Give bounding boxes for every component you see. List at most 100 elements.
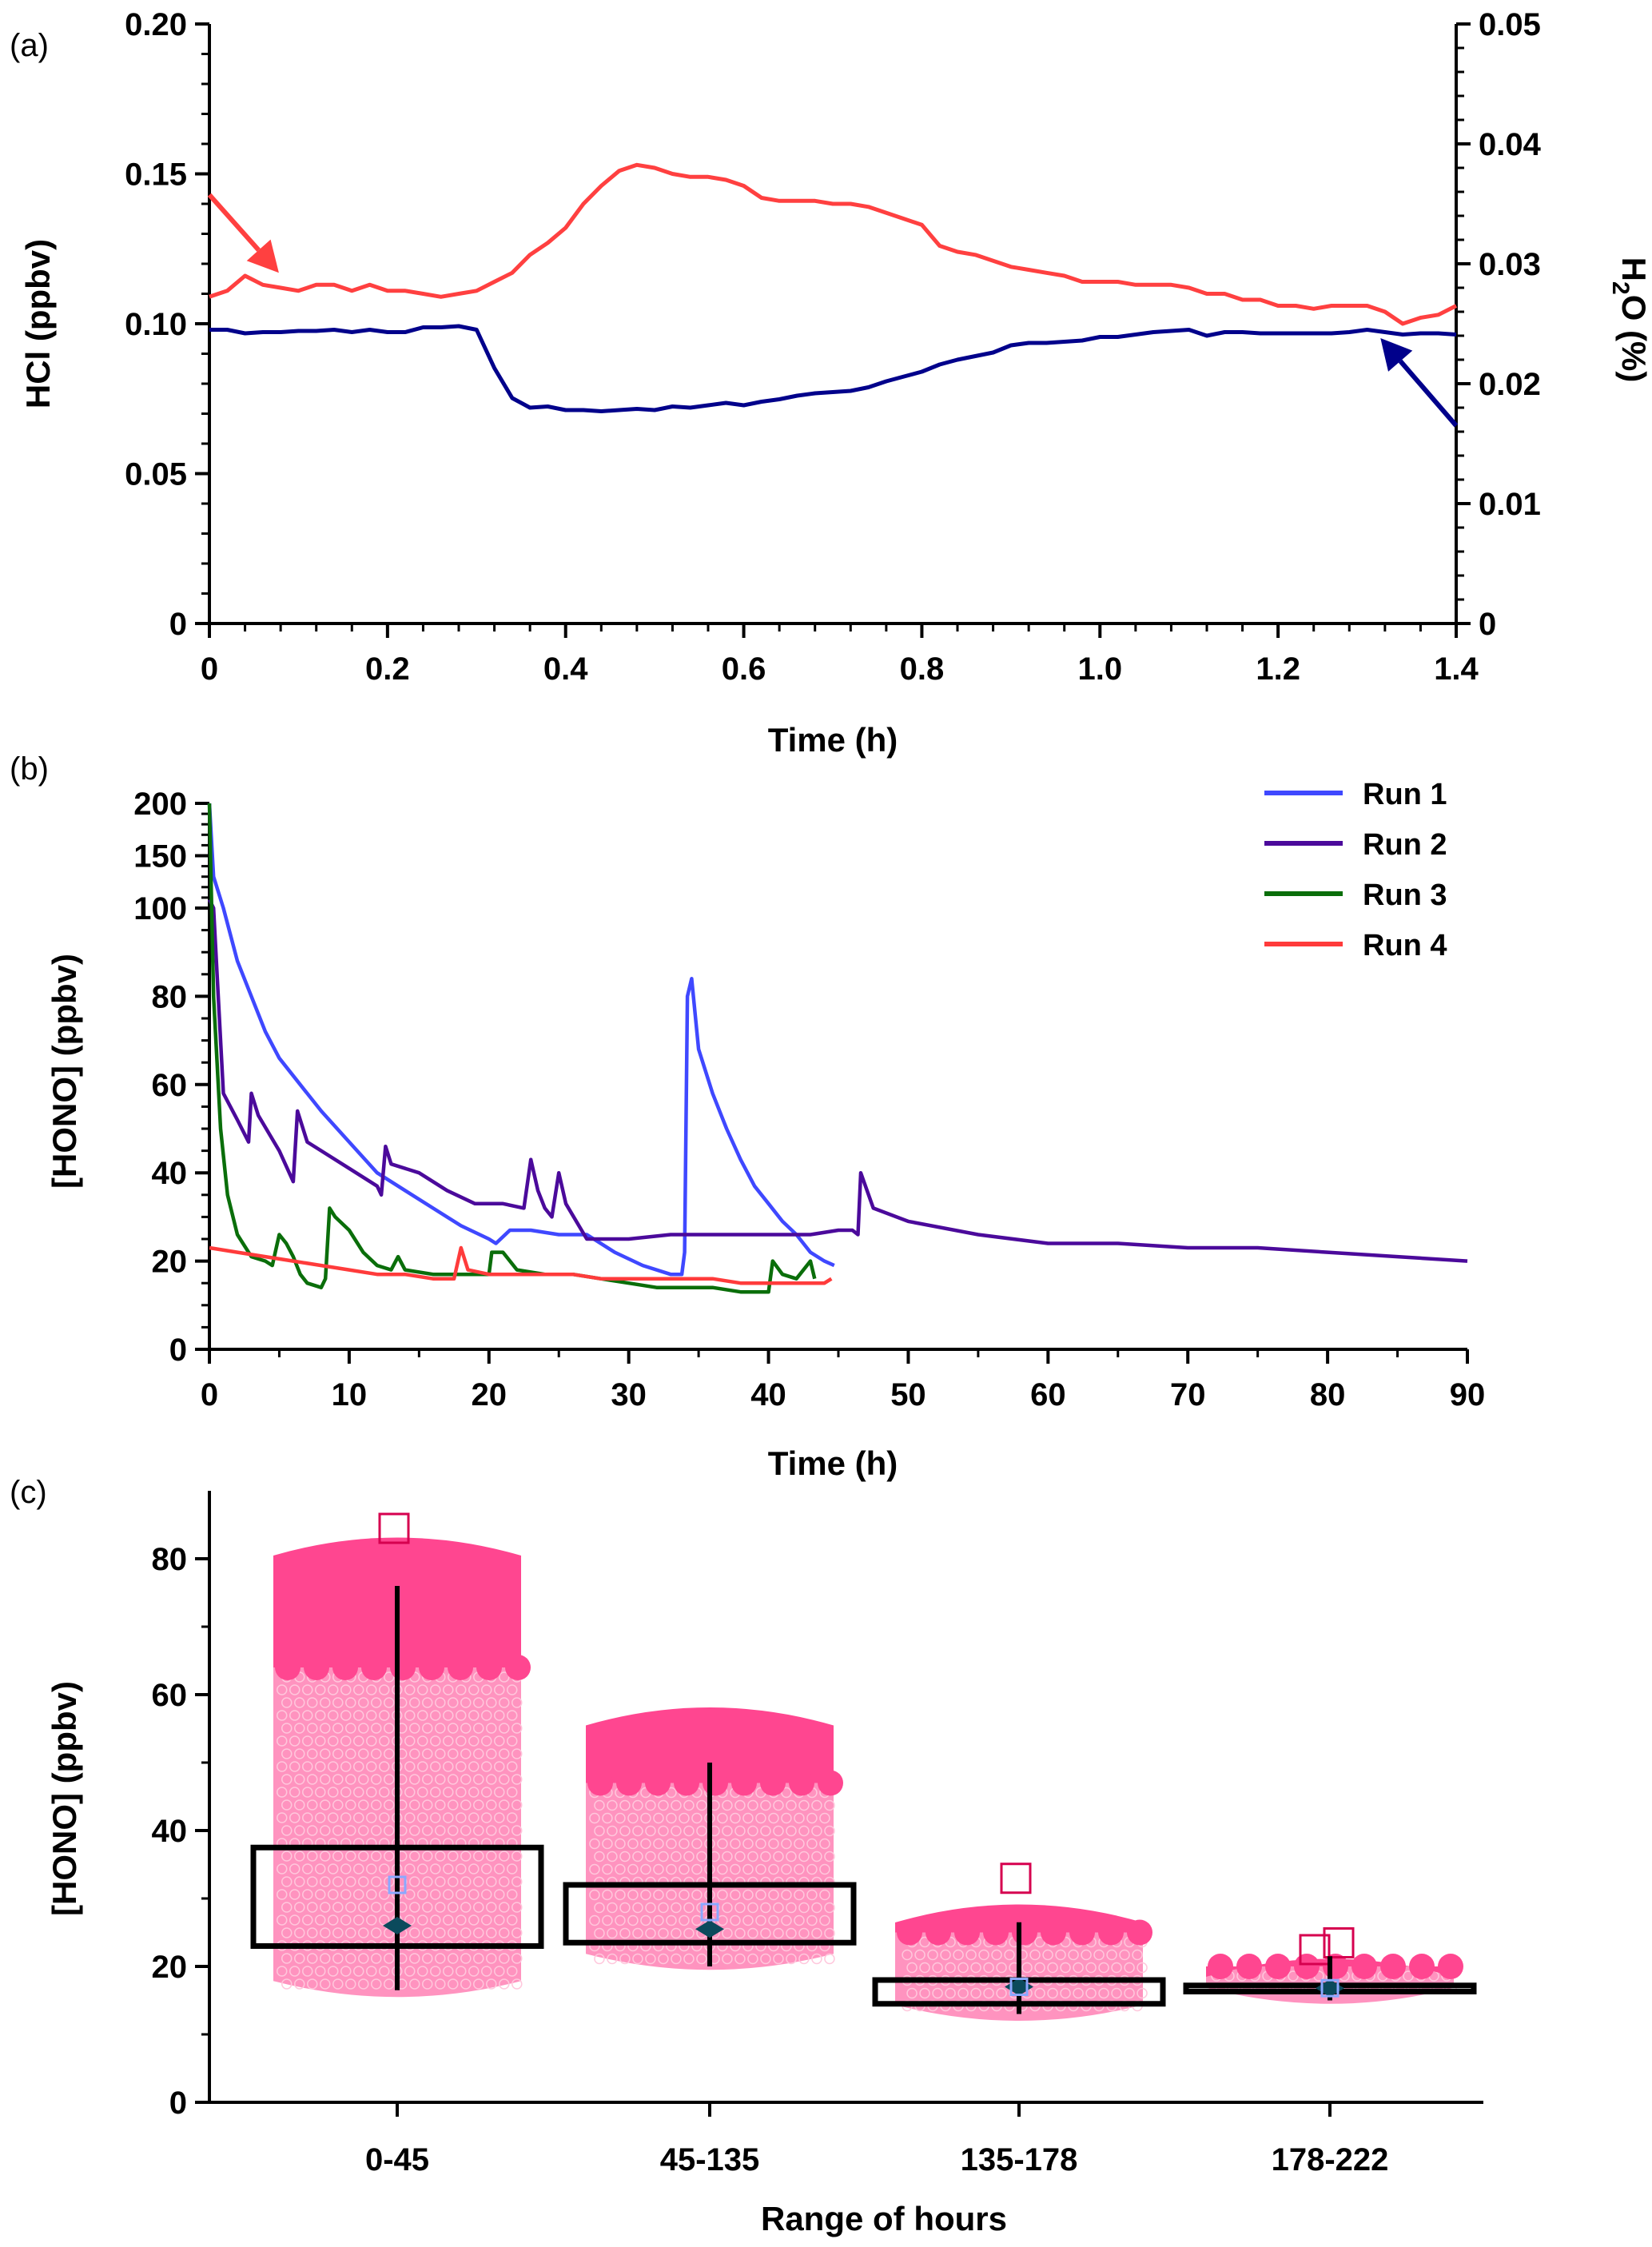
c-data-point-open [435, 1774, 446, 1785]
c-data-point-open [760, 1953, 771, 1965]
c-data-point-open [281, 1748, 293, 1759]
c-data-point-open [473, 1927, 484, 1938]
c-data-point-open [615, 1914, 626, 1926]
c-data-point-open [632, 1953, 643, 1965]
c-data-point-open [468, 1889, 480, 1900]
c-data-point-open [289, 1684, 301, 1695]
c-data-point-open [409, 1697, 420, 1708]
c-data-point-open [991, 1949, 1002, 1961]
c-data-point-open [289, 1812, 301, 1823]
c-data-point-open [456, 1966, 467, 1977]
c-data-point-open [1060, 1962, 1071, 1974]
a-xtick-label: 1.0 [1077, 651, 1122, 687]
c-data-point-open [666, 1787, 677, 1799]
c-data-point-open [819, 1914, 830, 1926]
c-data-point-open [460, 1697, 472, 1708]
c-data-point-open [919, 1987, 930, 1999]
c-data-point-open [332, 1825, 344, 1836]
c-data-point-open [494, 1735, 505, 1747]
c-data-point-open [315, 1710, 326, 1721]
c-data-point-open [435, 1825, 446, 1836]
c-data-point-open [371, 1851, 382, 1862]
c-data-point-open [970, 1987, 981, 1999]
b-legend-label: Run 3 [1363, 878, 1447, 912]
c-data-point-open [773, 1825, 784, 1837]
a-ytick-label: 0 [169, 607, 187, 642]
c-data-point-open [340, 1889, 352, 1900]
c-data-point-open [914, 1949, 926, 1961]
c-data-point-open [499, 1825, 510, 1836]
c-data-point-open [512, 1799, 523, 1811]
c-data-point-open [358, 1774, 369, 1785]
c-data-point-solid [760, 1770, 786, 1796]
c-data-point-open [507, 1684, 518, 1695]
c-data-point-open [281, 1825, 293, 1836]
c-data-point-open [379, 1889, 390, 1900]
c-data-point-solid [926, 1919, 951, 1946]
c-data-point-open [619, 1902, 631, 1914]
c-data-point-open [507, 1812, 518, 1823]
c-data-point-open [332, 1978, 344, 1990]
c-data-point-open [448, 1953, 459, 1964]
c-data-point-open [594, 1825, 605, 1837]
c-data-point-open [315, 1863, 326, 1874]
c-data-point-open [277, 1863, 288, 1874]
c-data-point-open [1124, 1962, 1135, 1974]
c-data-point-open [384, 1671, 395, 1683]
c-data-point-open [371, 1723, 382, 1734]
c-data-point-open [953, 1949, 964, 1961]
c-data-point-open [512, 1748, 523, 1759]
c-data-point-open [806, 1889, 818, 1901]
c-data-point-open [602, 1863, 613, 1875]
c-data-point-open [473, 1697, 484, 1708]
c-data-point-open [315, 1889, 326, 1900]
c-data-point-open [384, 1851, 395, 1862]
c-data-point-open [281, 1902, 293, 1913]
c-data-point-open [722, 1851, 733, 1863]
c-data-point-open [320, 1902, 331, 1913]
c-data-point-open [755, 1863, 766, 1875]
c-data-point-open [456, 1735, 467, 1747]
c-ytick-label: 40 [152, 1814, 188, 1849]
c-data-point-open [448, 1748, 459, 1759]
c-data-point-open [607, 1927, 618, 1939]
c-data-point-open [507, 1710, 518, 1721]
c-data-point-open [1073, 1987, 1084, 1999]
c-data-point-open [443, 1812, 454, 1823]
b-xtick-label: 60 [1030, 1377, 1066, 1412]
a-ytick-label: 0.20 [125, 7, 187, 42]
c-data-point-open [811, 1851, 822, 1863]
c-data-point-open [747, 1953, 758, 1965]
c-data-point-open [486, 1902, 497, 1913]
c-data-point-open [717, 1812, 728, 1824]
c-data-point-open [315, 1966, 326, 1977]
c-data-point-open [430, 1761, 441, 1772]
c-data-point-open [786, 1902, 797, 1914]
c-data-point-open [430, 1812, 441, 1823]
c-category-label: 178-222 [1272, 2142, 1389, 2177]
c-data-point-open [486, 1723, 497, 1734]
c-data-point-open [340, 1812, 352, 1823]
c-data-point-open [773, 1953, 784, 1965]
c-data-point-open [679, 1812, 690, 1824]
c-data-point-open [340, 1735, 352, 1747]
c-data-point-open [806, 1914, 818, 1926]
a-xtick-label: 0.2 [365, 651, 410, 687]
b-xtick-label: 40 [750, 1377, 786, 1412]
c-data-point-open [332, 1927, 344, 1938]
c-data-point-open [798, 1851, 810, 1863]
c-data-point-open [806, 1812, 818, 1824]
c-data-point-open [366, 1710, 377, 1721]
c-data-point-open [494, 1787, 505, 1798]
c-data-point-open [435, 1876, 446, 1887]
c-data-point-open [404, 1787, 416, 1798]
c-data-point-open [422, 1697, 433, 1708]
c-data-point-open [607, 1851, 618, 1863]
c-data-point-open [435, 1902, 446, 1913]
a-series-hcl [209, 162, 1458, 326]
c-data-point-open [632, 1927, 643, 1939]
c-data-point-open [340, 1863, 352, 1874]
c-data-point-open [409, 1774, 420, 1785]
c-data-point-open [607, 1799, 618, 1811]
c-data-point-open [443, 1787, 454, 1798]
